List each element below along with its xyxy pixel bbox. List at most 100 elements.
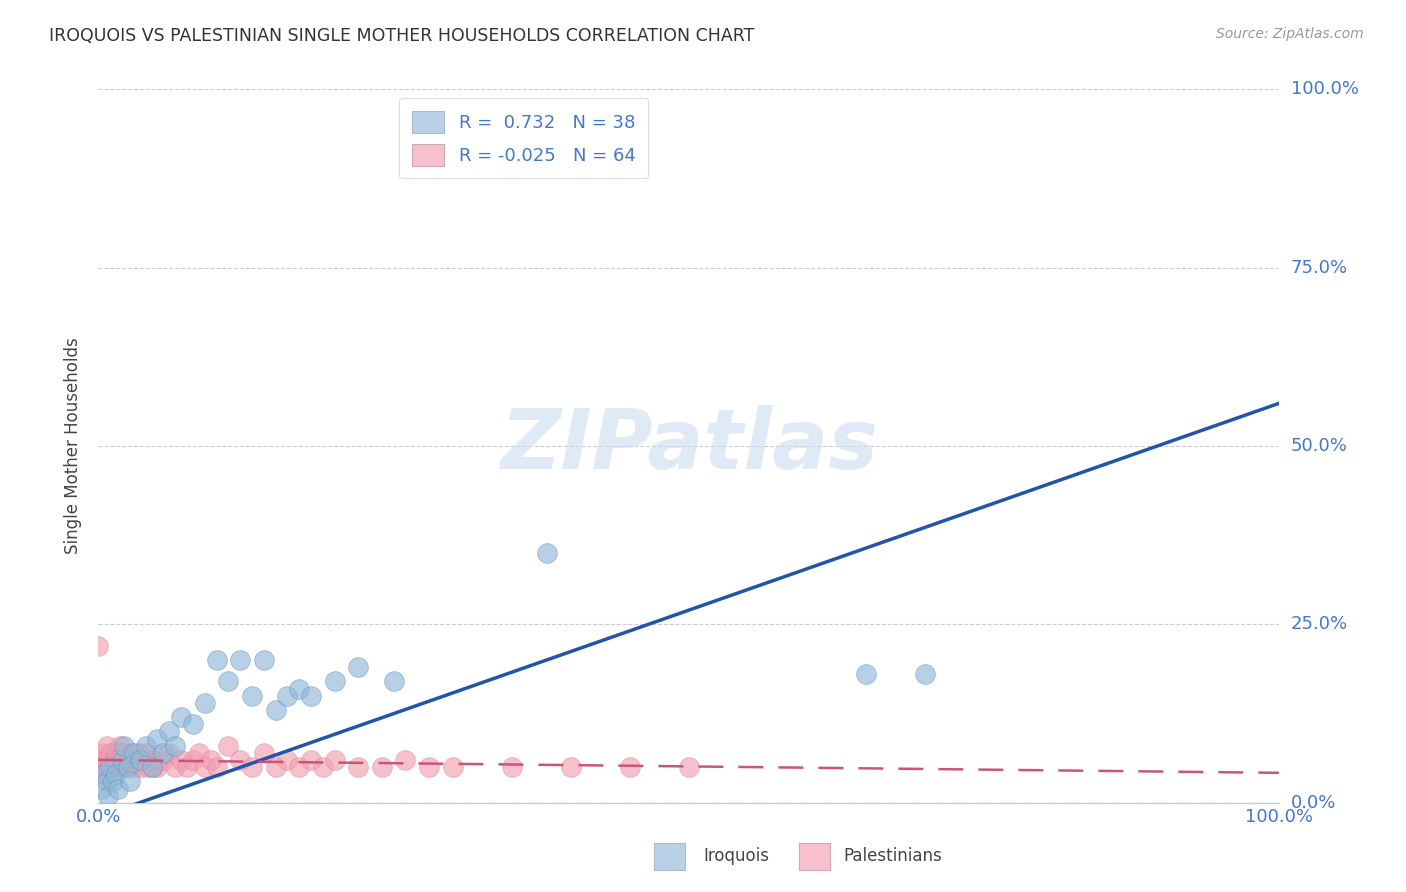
Point bbox=[104, 753, 127, 767]
Point bbox=[229, 653, 252, 667]
Point bbox=[94, 760, 117, 774]
Point bbox=[108, 739, 131, 753]
Point bbox=[288, 681, 311, 696]
Y-axis label: Single Mother Households: Single Mother Households bbox=[65, 338, 83, 554]
Point bbox=[101, 753, 124, 767]
Point bbox=[240, 689, 263, 703]
Point bbox=[194, 760, 217, 774]
Point bbox=[142, 760, 165, 774]
Point bbox=[98, 746, 121, 760]
Point bbox=[120, 774, 142, 789]
Point bbox=[139, 753, 162, 767]
Point bbox=[347, 760, 370, 774]
Point bbox=[152, 746, 174, 760]
Point bbox=[323, 674, 346, 689]
Point bbox=[253, 746, 276, 760]
Point bbox=[217, 674, 239, 689]
Point bbox=[240, 760, 263, 774]
Text: 100.0%: 100.0% bbox=[1291, 80, 1358, 98]
Point bbox=[288, 760, 311, 774]
Point bbox=[560, 760, 582, 774]
Point bbox=[97, 789, 120, 803]
Text: 75.0%: 75.0% bbox=[1291, 259, 1348, 277]
Text: ZIPatlas: ZIPatlas bbox=[501, 406, 877, 486]
Point bbox=[229, 753, 252, 767]
Point bbox=[122, 746, 145, 760]
Point bbox=[107, 753, 129, 767]
Point bbox=[165, 739, 187, 753]
Point bbox=[90, 760, 112, 774]
Point bbox=[93, 767, 115, 781]
Point bbox=[110, 760, 132, 774]
Point bbox=[205, 653, 228, 667]
Point bbox=[128, 753, 150, 767]
Text: Source: ZipAtlas.com: Source: ZipAtlas.com bbox=[1216, 27, 1364, 41]
Point bbox=[121, 746, 143, 760]
Point bbox=[157, 724, 180, 739]
Point bbox=[276, 753, 298, 767]
Point bbox=[536, 546, 558, 560]
Point bbox=[152, 753, 174, 767]
Point bbox=[105, 760, 128, 774]
Point bbox=[253, 653, 276, 667]
Point bbox=[441, 760, 464, 774]
Point bbox=[129, 760, 152, 774]
Point bbox=[115, 760, 138, 774]
Point bbox=[165, 760, 187, 774]
Point bbox=[122, 760, 145, 774]
Point bbox=[100, 760, 122, 774]
Point bbox=[312, 760, 335, 774]
Point bbox=[112, 753, 135, 767]
Point bbox=[98, 760, 121, 774]
Point bbox=[157, 746, 180, 760]
Point bbox=[418, 760, 440, 774]
Point bbox=[105, 746, 128, 760]
Point bbox=[371, 760, 394, 774]
Point bbox=[112, 739, 135, 753]
Point bbox=[117, 760, 139, 774]
Point bbox=[299, 753, 322, 767]
Point bbox=[136, 760, 159, 774]
Point bbox=[299, 689, 322, 703]
Point bbox=[187, 746, 209, 760]
Point bbox=[170, 753, 193, 767]
Point bbox=[96, 774, 118, 789]
Point bbox=[347, 660, 370, 674]
Point bbox=[93, 753, 115, 767]
Point bbox=[194, 696, 217, 710]
Point bbox=[135, 746, 157, 760]
Point bbox=[181, 717, 204, 731]
Point bbox=[264, 703, 287, 717]
Point bbox=[132, 753, 155, 767]
Point bbox=[91, 767, 114, 781]
Point bbox=[276, 689, 298, 703]
Point bbox=[103, 760, 125, 774]
Point bbox=[176, 760, 198, 774]
Point bbox=[105, 767, 128, 781]
Point bbox=[501, 760, 523, 774]
Text: IROQUOIS VS PALESTINIAN SINGLE MOTHER HOUSEHOLDS CORRELATION CHART: IROQUOIS VS PALESTINIAN SINGLE MOTHER HO… bbox=[49, 27, 755, 45]
Text: Palestinians: Palestinians bbox=[844, 847, 942, 865]
Point bbox=[200, 753, 222, 767]
Point bbox=[170, 710, 193, 724]
Text: Iroquois: Iroquois bbox=[703, 847, 769, 865]
Point bbox=[914, 667, 936, 681]
Point bbox=[111, 746, 134, 760]
Point bbox=[97, 753, 120, 767]
Point bbox=[678, 760, 700, 774]
Legend: R =  0.732   N = 38, R = -0.025   N = 64: R = 0.732 N = 38, R = -0.025 N = 64 bbox=[399, 98, 648, 178]
Point bbox=[101, 774, 124, 789]
Point bbox=[181, 753, 204, 767]
Point bbox=[217, 739, 239, 753]
Point bbox=[128, 746, 150, 760]
Point bbox=[107, 781, 129, 796]
Point bbox=[87, 639, 110, 653]
Point bbox=[91, 746, 114, 760]
Point bbox=[141, 760, 163, 774]
Point bbox=[96, 739, 118, 753]
Point bbox=[143, 753, 166, 767]
Point bbox=[118, 753, 141, 767]
Point bbox=[323, 753, 346, 767]
Point bbox=[146, 760, 169, 774]
Point bbox=[619, 760, 641, 774]
